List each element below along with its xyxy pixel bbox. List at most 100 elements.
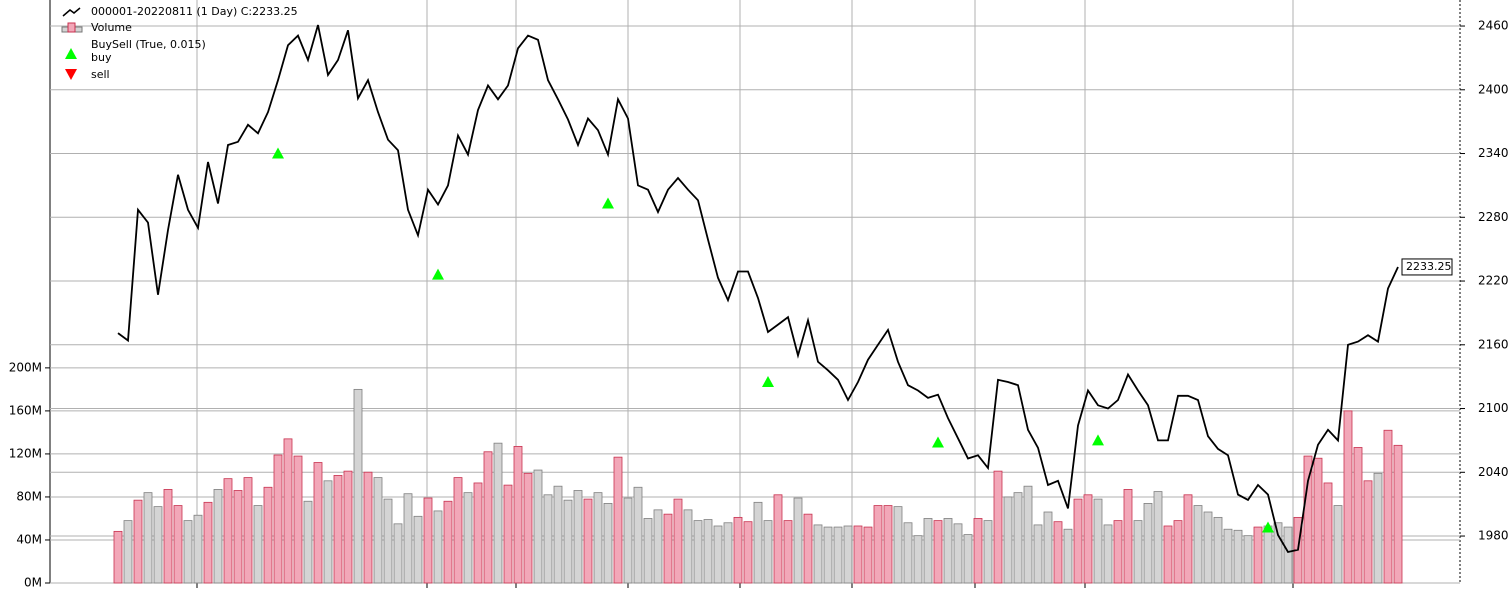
volume-bar [1053, 521, 1063, 584]
buy-marker [1262, 521, 1274, 533]
volume-bar [963, 534, 973, 584]
volume-bar [273, 454, 283, 584]
volume-bar [1093, 498, 1103, 584]
volume-bar [1203, 511, 1213, 584]
volume-bar [1343, 410, 1353, 584]
legend-label: BuySell (True, 0.015) [91, 38, 206, 51]
volume-bar [383, 498, 393, 584]
volume-bar [643, 518, 653, 584]
volume-bar [603, 503, 613, 584]
y-tick-label: 40M [16, 532, 42, 546]
volume-bar [973, 518, 983, 584]
volume-bar [713, 525, 723, 584]
volume-bar [923, 518, 933, 584]
volume-bar [403, 493, 413, 584]
legend-icon [65, 69, 77, 80]
y2-tick-label: 2160 [1478, 337, 1509, 351]
volume-bar [233, 490, 243, 584]
volume-bar [323, 480, 333, 584]
volume-bar [723, 522, 733, 584]
volume-bar [683, 509, 693, 584]
volume-bar [583, 498, 593, 584]
volume-bar [1183, 494, 1193, 584]
legend-icon [67, 22, 76, 33]
volume-bar [1283, 526, 1293, 584]
volume-bar [933, 520, 943, 584]
volume-bar [1153, 491, 1163, 584]
volume-bar [483, 451, 493, 584]
volume-bar [1113, 520, 1123, 584]
volume-bar [893, 506, 903, 584]
legend-label: 000001-20220811 (1 Day) C:2233.25 [91, 5, 298, 18]
volume-bar [983, 520, 993, 584]
volume-bar [783, 520, 793, 584]
volume-bar [573, 490, 583, 584]
volume-bar [743, 521, 753, 584]
volume-bar [843, 525, 853, 584]
volume-bar [1393, 444, 1403, 584]
volume-bar [653, 509, 663, 584]
volume-bar [1163, 525, 1173, 584]
volume-bar [123, 520, 133, 584]
volume-bar [623, 497, 633, 584]
volume-bar [293, 455, 303, 584]
volume-bar [1373, 472, 1383, 584]
volume-bar [773, 494, 783, 584]
volume-bar [1003, 496, 1013, 584]
legend-icon [65, 48, 77, 59]
volume-bar [1173, 520, 1183, 584]
volume-bar [1133, 520, 1143, 584]
volume-bar [813, 524, 823, 584]
volume-bar [863, 526, 873, 584]
buy-marker [602, 197, 614, 209]
volume-bar [1333, 505, 1343, 584]
volume-bar [493, 442, 503, 584]
volume-bar [1123, 489, 1133, 584]
volume-bar [563, 499, 573, 584]
volume-bar [443, 500, 453, 584]
volume-bar [1223, 528, 1233, 584]
volume-bar [193, 514, 203, 584]
volume-bar [1073, 498, 1083, 584]
volume-bar [793, 497, 803, 584]
volume-bar [803, 513, 813, 584]
volume-bar [473, 482, 483, 584]
volume-bar [1083, 494, 1093, 584]
volume-bar [113, 530, 123, 584]
last-price-box [1401, 258, 1453, 276]
volume-bar [853, 525, 863, 584]
y2-tick-label: 2460 [1478, 19, 1509, 33]
volume-bar [523, 472, 533, 584]
volume-bar [673, 498, 683, 584]
y-tick-label: 120M [9, 446, 42, 460]
volume-bar [833, 526, 843, 584]
volume-bar [133, 499, 143, 584]
y-tick-label: 200M [9, 360, 42, 374]
buy-marker [1092, 434, 1104, 446]
volume-bar [543, 494, 553, 584]
volume-bar [263, 486, 273, 584]
volume-bar [1213, 516, 1223, 584]
volume-bar [353, 388, 363, 584]
volume-bar [143, 492, 153, 584]
volume-bar [303, 500, 313, 584]
volume-bar [1023, 485, 1033, 584]
volume-bar [943, 518, 953, 584]
volume-bar [203, 501, 213, 584]
volume-bar [243, 477, 253, 584]
y2-tick-label: 2280 [1478, 210, 1509, 224]
volume-bar [1233, 529, 1243, 584]
volume-bar [613, 456, 623, 584]
volume-bar [1383, 429, 1393, 584]
volume-bar [593, 492, 603, 584]
volume-bar [153, 506, 163, 584]
price-line [117, 24, 1399, 554]
volume-bar [183, 520, 193, 584]
volume-bar [663, 513, 673, 584]
volume-bar [1243, 535, 1253, 584]
y-tick-label: 160M [9, 403, 42, 417]
y-tick-label: 80M [16, 489, 42, 503]
y2-tick-label: 2040 [1478, 465, 1509, 479]
volume-bar [693, 520, 703, 584]
